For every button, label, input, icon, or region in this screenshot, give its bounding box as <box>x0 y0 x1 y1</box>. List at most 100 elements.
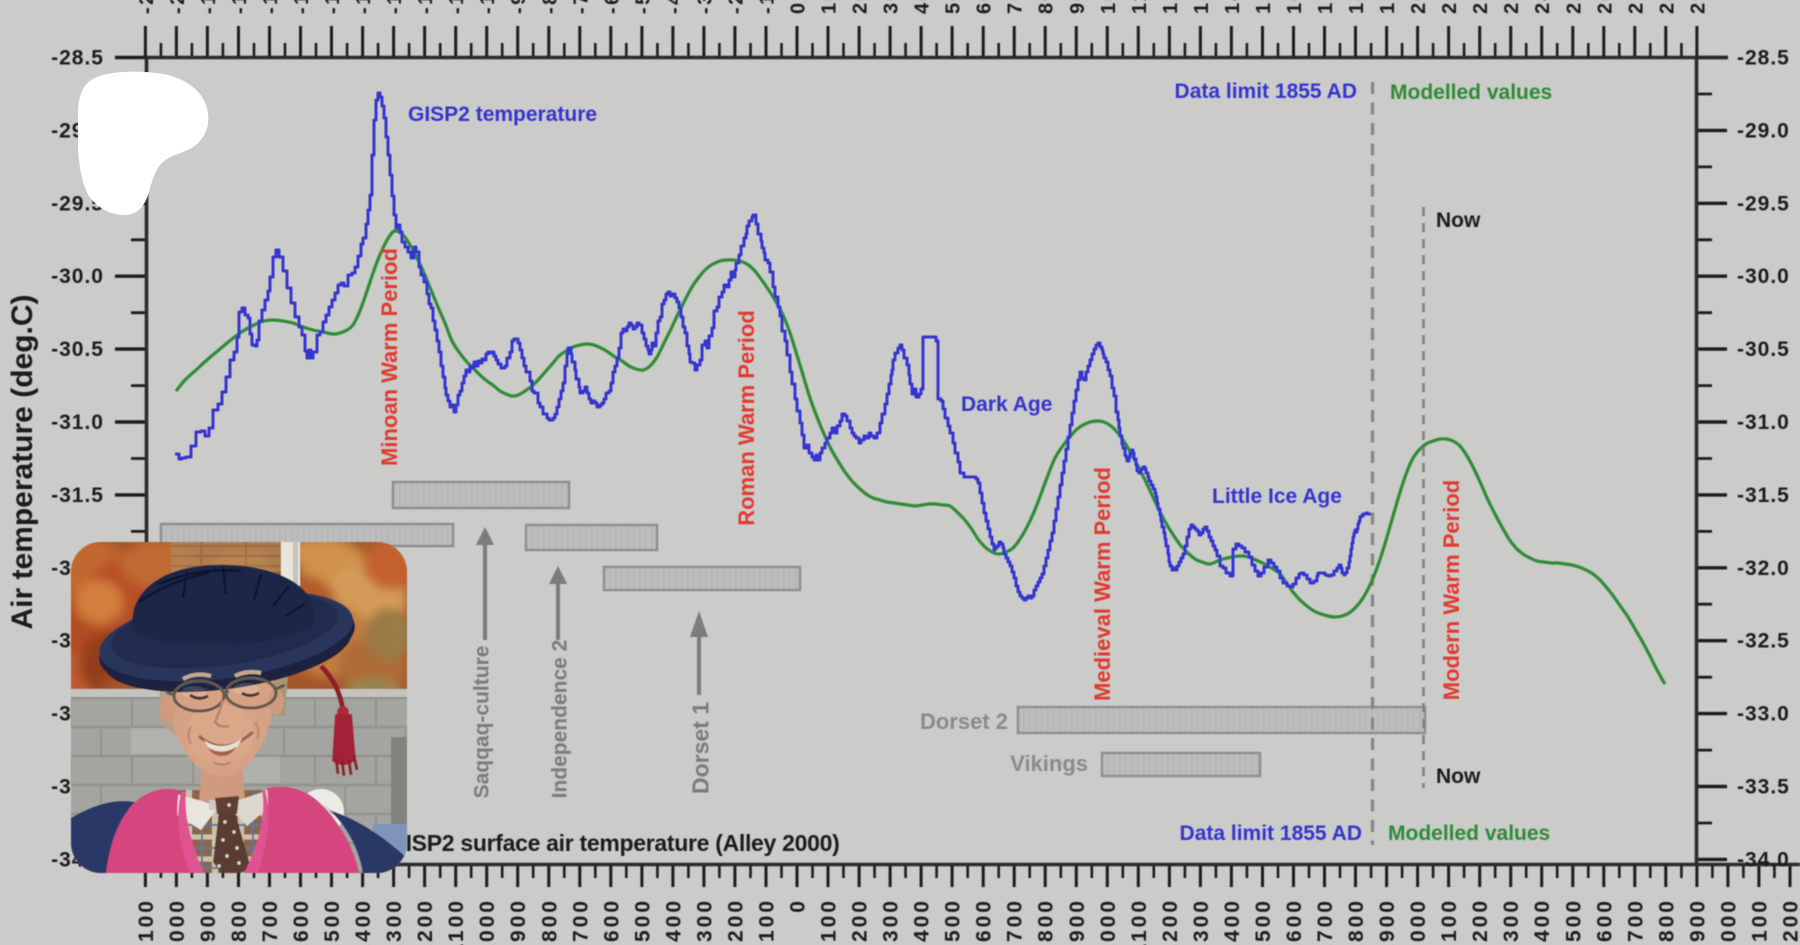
svg-text:-200: -200 <box>724 898 747 945</box>
svg-text:600: 600 <box>973 898 996 942</box>
svg-text:Dorset 2: Dorset 2 <box>920 709 1008 734</box>
svg-text:300: 300 <box>880 898 903 942</box>
svg-text:GISP2 surface air temperature: GISP2 surface air temperature (Alley 200… <box>388 830 839 856</box>
svg-text:Now: Now <box>1436 765 1481 788</box>
svg-text:3200: 3200 <box>1779 898 1800 945</box>
svg-text:-600: -600 <box>600 898 623 945</box>
svg-text:-1000: -1000 <box>477 0 499 14</box>
svg-text:900: 900 <box>1067 0 1089 14</box>
svg-text:1800: 1800 <box>1345 898 1368 945</box>
svg-text:200: 200 <box>850 0 872 14</box>
svg-text:2700: 2700 <box>1624 898 1647 945</box>
svg-text:-1200: -1200 <box>415 0 437 14</box>
svg-text:-1600: -1600 <box>290 898 313 945</box>
svg-text:2400: 2400 <box>1531 898 1554 945</box>
svg-text:-1900: -1900 <box>197 898 220 945</box>
svg-text:-29.5: -29.5 <box>51 192 104 215</box>
svg-text:900: 900 <box>1066 898 1089 942</box>
svg-text:-30.5: -30.5 <box>51 338 104 361</box>
svg-text:Roman Warm Period: Roman Warm Period <box>734 310 759 526</box>
svg-text:-31.5: -31.5 <box>51 484 104 507</box>
svg-text:700: 700 <box>1004 898 1027 942</box>
svg-text:-33.0: -33.0 <box>1737 703 1790 726</box>
svg-text:-500: -500 <box>631 898 654 945</box>
svg-text:Vikings: Vikings <box>1010 751 1088 776</box>
svg-text:2200: 2200 <box>1469 898 1492 945</box>
svg-text:Modern Warm Period: Modern Warm Period <box>1439 480 1464 700</box>
svg-text:400: 400 <box>912 0 934 14</box>
svg-text:500: 500 <box>943 0 965 14</box>
svg-text:-1800: -1800 <box>229 0 251 14</box>
svg-text:2700: 2700 <box>1625 0 1647 14</box>
svg-text:300: 300 <box>881 0 903 14</box>
svg-text:-1600: -1600 <box>291 0 313 14</box>
svg-text:-200: -200 <box>725 0 747 14</box>
svg-text:1400: 1400 <box>1222 0 1244 14</box>
svg-text:2200: 2200 <box>1470 0 1492 14</box>
svg-text:-1400: -1400 <box>352 898 375 945</box>
svg-text:-2100: -2100 <box>136 0 158 14</box>
svg-text:1700: 1700 <box>1315 0 1337 14</box>
svg-text:1500: 1500 <box>1253 0 1275 14</box>
svg-text:0: 0 <box>787 898 810 913</box>
svg-text:-28.5: -28.5 <box>1737 47 1790 70</box>
svg-text:2600: 2600 <box>1593 898 1616 945</box>
svg-text:2600: 2600 <box>1594 0 1616 14</box>
svg-text:1600: 1600 <box>1283 898 1306 945</box>
svg-text:2900: 2900 <box>1686 898 1709 945</box>
svg-text:1900: 1900 <box>1377 0 1399 14</box>
svg-text:Dorset 1: Dorset 1 <box>687 702 713 794</box>
svg-text:-29.0: -29.0 <box>1737 119 1790 142</box>
svg-text:-700: -700 <box>569 898 592 945</box>
svg-text:-30.0: -30.0 <box>51 265 104 288</box>
svg-text:Dark Age: Dark Age <box>961 393 1052 416</box>
svg-text:Modelled values: Modelled values <box>1390 81 1552 104</box>
svg-text:1000: 1000 <box>1098 0 1120 14</box>
svg-text:-400: -400 <box>662 898 685 945</box>
svg-text:200: 200 <box>849 898 872 942</box>
svg-text:400: 400 <box>911 898 934 942</box>
svg-text:2500: 2500 <box>1562 898 1585 945</box>
svg-text:1100: 1100 <box>1129 0 1151 14</box>
svg-text:-1200: -1200 <box>414 898 437 945</box>
svg-text:-900: -900 <box>507 898 530 945</box>
svg-text:100: 100 <box>819 0 841 14</box>
svg-text:2800: 2800 <box>1655 898 1678 945</box>
svg-text:-700: -700 <box>570 0 592 14</box>
svg-text:-600: -600 <box>601 0 623 14</box>
svg-text:-1100: -1100 <box>445 898 468 945</box>
svg-text:-31.0: -31.0 <box>51 411 104 434</box>
svg-text:-31.5: -31.5 <box>1737 484 1790 507</box>
svg-text:-32.5: -32.5 <box>1737 630 1790 653</box>
svg-text:-32.0: -32.0 <box>1737 557 1790 580</box>
svg-text:1500: 1500 <box>1252 898 1275 945</box>
svg-text:-1900: -1900 <box>198 0 220 14</box>
svg-text:Medieval Warm Period: Medieval Warm Period <box>1090 467 1115 701</box>
svg-text:Modelled values: Modelled values <box>1388 822 1550 845</box>
svg-text:500: 500 <box>942 898 965 942</box>
svg-text:-300: -300 <box>694 0 716 14</box>
svg-text:1800: 1800 <box>1346 0 1368 14</box>
svg-text:-2000: -2000 <box>167 0 189 14</box>
svg-text:-30.0: -30.0 <box>1737 265 1790 288</box>
svg-text:-34.0: -34.0 <box>1737 848 1790 871</box>
svg-text:Independence 2: Independence 2 <box>549 640 572 799</box>
svg-text:GISP2 temperature: GISP2 temperature <box>408 103 597 126</box>
svg-text:1000: 1000 <box>1097 898 1120 945</box>
svg-text:800: 800 <box>1035 898 1058 942</box>
svg-text:Data limit 1855 AD: Data limit 1855 AD <box>1175 80 1357 103</box>
svg-text:-400: -400 <box>663 0 685 14</box>
svg-text:2400: 2400 <box>1532 0 1554 14</box>
svg-text:-900: -900 <box>508 0 530 14</box>
svg-text:Saqqaq-culture: Saqqaq-culture <box>471 646 494 799</box>
svg-text:-1300: -1300 <box>384 0 406 14</box>
svg-text:100: 100 <box>818 898 841 942</box>
svg-text:-800: -800 <box>538 898 561 945</box>
svg-text:-1500: -1500 <box>321 898 344 945</box>
svg-text:-1400: -1400 <box>353 0 375 14</box>
svg-text:Air temperature (deg.C): Air temperature (deg.C) <box>6 294 39 629</box>
svg-text:2100: 2100 <box>1438 898 1461 945</box>
svg-text:-1000: -1000 <box>476 898 499 945</box>
svg-text:1600: 1600 <box>1284 0 1306 14</box>
svg-text:800: 800 <box>1036 0 1058 14</box>
